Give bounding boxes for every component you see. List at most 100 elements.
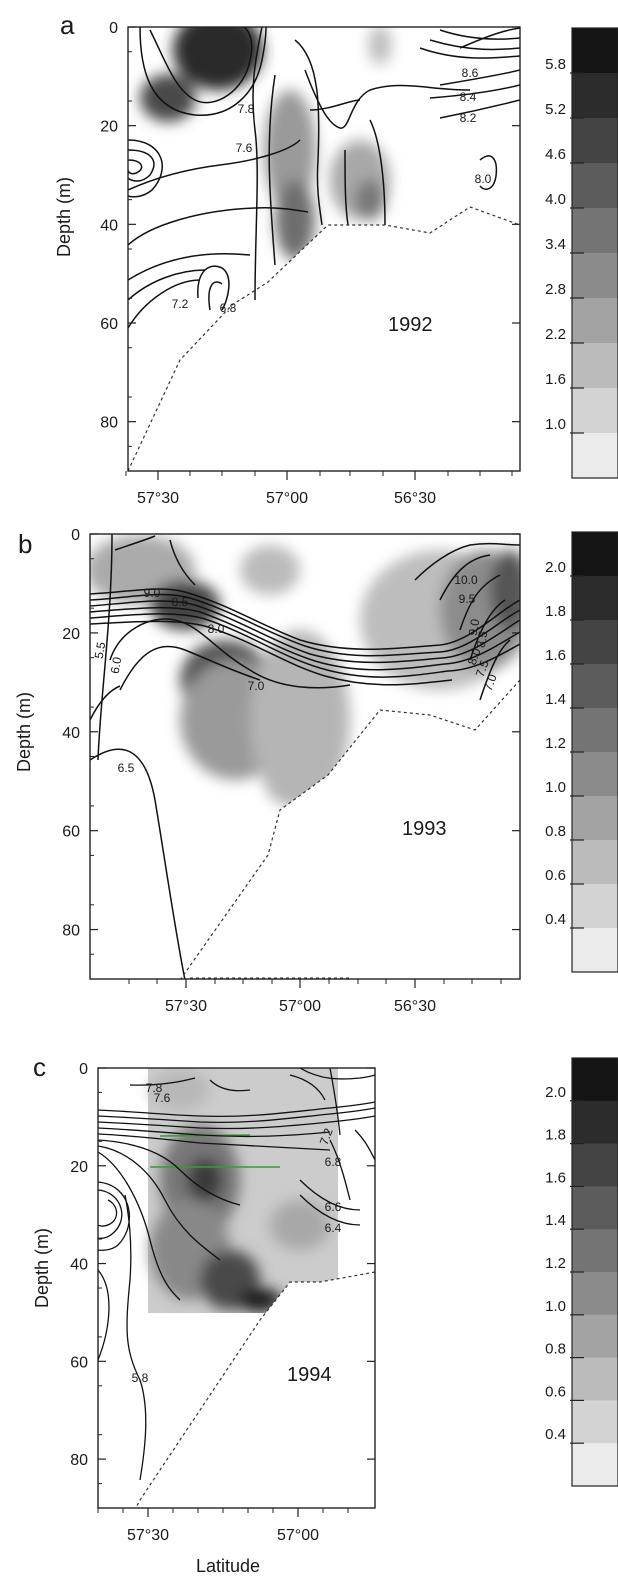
panel-b-y-axis: Depth (m) 0 20 40 60 80 <box>14 527 520 955</box>
contour-label: 5.5 <box>92 641 109 660</box>
x-tick-label: 57°00 <box>279 998 321 1015</box>
colorbar-band <box>572 208 618 254</box>
y-tick-label: 40 <box>70 1257 88 1274</box>
panel-c-patch <box>270 1200 330 1250</box>
colorbar-label: 0.8 <box>545 1341 566 1358</box>
panel-b-y-ticks: 0 20 40 60 80 <box>62 527 520 955</box>
x-tick-label: 57°00 <box>277 1527 319 1544</box>
colorbar-label: 1.4 <box>545 1212 566 1229</box>
colorbar-label: 1.0 <box>545 779 566 796</box>
panel-c-xlabel: Latitude <box>196 1556 260 1576</box>
colorbar-label: 0.4 <box>545 1426 566 1443</box>
colorbar-band <box>572 1186 618 1230</box>
panel-c: c <box>32 1052 618 1576</box>
x-tick-label: 56°30 <box>394 998 436 1015</box>
colorbar-band <box>572 796 618 841</box>
contour-label: 8.5 <box>172 595 189 609</box>
contour-label: 8.0 <box>208 622 225 636</box>
panel-a-patch <box>264 90 316 210</box>
panel-a-contours <box>128 27 520 329</box>
panel-b-patch <box>490 550 520 630</box>
contour-label: 8.0 <box>465 646 484 667</box>
colorbar-band <box>572 1143 618 1187</box>
panel-b-letter: b <box>18 529 32 559</box>
contour-label: 10.0 <box>454 573 478 587</box>
panel-c-contours <box>98 1068 375 1481</box>
colorbar-band <box>572 73 618 119</box>
colorbar-band <box>572 708 618 753</box>
panel-b-contour-labels: 9.0 8.5 8.0 5.5 6.0 7.0 10.0 9.5 9.0 8.5… <box>92 573 500 775</box>
contour-label: 7.5 <box>473 658 492 679</box>
colorbar-label: 4.6 <box>545 146 566 163</box>
panel-a-ylabel: Depth (m) <box>54 177 74 257</box>
colorbar-label: 1.2 <box>545 1255 566 1272</box>
contour-label: 7.2 <box>317 1126 336 1147</box>
colorbar-label: 3.4 <box>545 236 566 253</box>
contour-label: 6.0 <box>108 656 125 675</box>
contour-label: 8.2 <box>460 111 477 125</box>
panel-a-colorbar: 5.8 5.2 4.6 4.0 3.4 2.8 2.2 1.6 1.0 <box>545 27 618 479</box>
x-tick-label: 57°30 <box>127 1527 169 1544</box>
colorbar-label: 0.6 <box>545 867 566 884</box>
x-tick-label: 56°30 <box>394 490 436 507</box>
colorbar-label: 1.8 <box>545 1127 566 1144</box>
panel-b-patch <box>250 630 350 810</box>
colorbar-band <box>572 884 618 929</box>
contour-label: 8.4 <box>460 90 477 104</box>
colorbar-label: 4.0 <box>545 191 566 208</box>
colorbar-band <box>572 433 618 479</box>
panel-c-year-label: 1994 <box>287 1364 332 1386</box>
panel-a-patch <box>355 180 385 220</box>
y-tick-label: 0 <box>71 527 80 544</box>
colorbar-band <box>572 298 618 344</box>
panel-c-plot-area <box>98 1068 375 1508</box>
colorbar-band <box>572 620 618 665</box>
panel-c-y-ticks: 0 20 40 60 80 <box>70 1061 375 1485</box>
panel-b-patch <box>150 580 220 630</box>
colorbar-label: 2.2 <box>545 326 566 343</box>
contour-label: 7.0 <box>248 679 265 693</box>
panel-c-ylabel: Depth (m) <box>32 1228 52 1308</box>
panel-c-colorbar: 2.0 1.8 1.6 1.4 1.2 1.0 0.8 0.6 0.4 <box>545 1057 618 1487</box>
y-tick-label: 0 <box>109 20 118 37</box>
panel-a: a <box>54 10 618 507</box>
colorbar-label: 1.4 <box>545 691 566 708</box>
colorbar-band <box>572 163 618 209</box>
panel-a-y-axis: Depth (m) 0 20 40 60 80 <box>54 20 520 447</box>
panel-a-x-ticks: 57°30 57°00 56°30 <box>125 471 513 507</box>
y-tick-label: 40 <box>62 725 80 742</box>
colorbar-label: 1.6 <box>545 371 566 388</box>
contour-label: 7.8 <box>238 102 255 116</box>
colorbar-label: 5.8 <box>545 56 566 73</box>
colorbar-band <box>572 840 618 885</box>
contour-label: 6.5 <box>118 761 135 775</box>
panel-a-patch <box>275 180 315 260</box>
y-tick-label: 80 <box>100 415 118 432</box>
contour-label: 9.0 <box>466 618 483 637</box>
y-tick-label: 80 <box>62 923 80 940</box>
colorbar-band <box>572 664 618 709</box>
contour-label: 8.6 <box>462 66 479 80</box>
colorbar-band <box>572 343 618 389</box>
contour-label: 6.8 <box>220 301 237 315</box>
y-tick-label: 60 <box>62 824 80 841</box>
colorbar-label: 2.8 <box>545 281 566 298</box>
colorbar-band <box>572 28 618 74</box>
colorbar-label: 0.4 <box>545 911 566 928</box>
contour-label: 6.6 <box>325 1200 342 1214</box>
y-tick-label: 60 <box>100 316 118 333</box>
colorbar-band <box>572 1058 618 1102</box>
colorbar-band <box>572 576 618 621</box>
colorbar-band <box>572 1229 618 1273</box>
colorbar-label: 2.0 <box>545 1084 566 1101</box>
panel-a-plot-area <box>128 27 520 471</box>
y-tick-label: 20 <box>70 1159 88 1176</box>
colorbar-band <box>572 1100 618 1145</box>
y-tick-label: 60 <box>70 1354 88 1371</box>
panel-a-year-label: 1992 <box>388 314 433 336</box>
panel-c-contour-labels: 7.8 7.6 7.2 6.8 6.6 6.4 5.8 <box>132 1081 342 1385</box>
contour-label: 7.6 <box>154 1091 171 1105</box>
colorbar-band <box>572 388 618 434</box>
panel-b-plot-area <box>90 534 520 979</box>
